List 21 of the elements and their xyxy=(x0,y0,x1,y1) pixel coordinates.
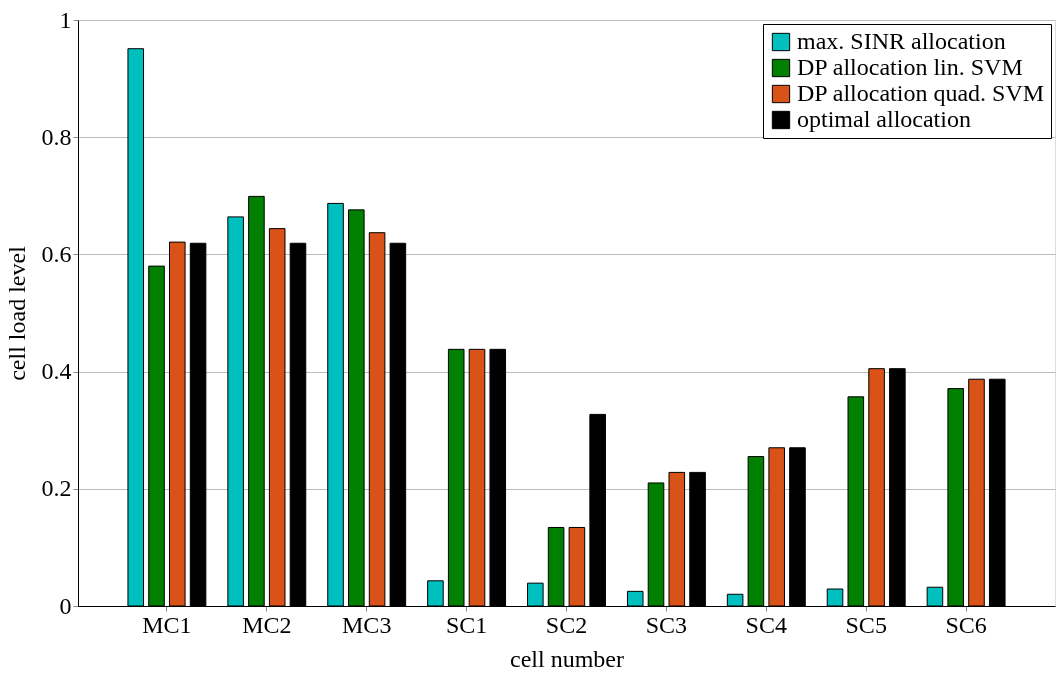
y-tick-label: 1 xyxy=(59,6,72,33)
x-tick-label: MC3 xyxy=(342,611,392,638)
x-tick-label: SC3 xyxy=(645,611,688,638)
y-tick-label: 0.4 xyxy=(41,358,72,385)
y-tick-label: 0.6 xyxy=(41,240,72,267)
x-tick-label: SC2 xyxy=(545,611,588,638)
y-tick-label: 0 xyxy=(59,592,72,619)
x-tick-label: SC4 xyxy=(745,611,787,638)
x-tick-label: SC1 xyxy=(445,611,488,638)
x-tick-label: SC6 xyxy=(945,611,987,638)
x-tick-label: SC5 xyxy=(845,611,887,638)
x-tick-label: MC1 xyxy=(142,611,192,638)
x-tick-label: MC2 xyxy=(242,611,292,638)
legend-label: max. SINR allocation xyxy=(797,28,1006,54)
legend-label: optimal allocation xyxy=(797,106,971,132)
legend-label: DP allocation lin. SVM xyxy=(797,54,1023,80)
y-axis-title: cell load level xyxy=(3,245,30,381)
legend-label: DP allocation quad. SVM xyxy=(797,80,1045,106)
y-tick-label: 0.8 xyxy=(41,123,72,150)
x-axis-title: cell number xyxy=(510,645,624,672)
y-tick-label: 0.2 xyxy=(41,475,72,502)
